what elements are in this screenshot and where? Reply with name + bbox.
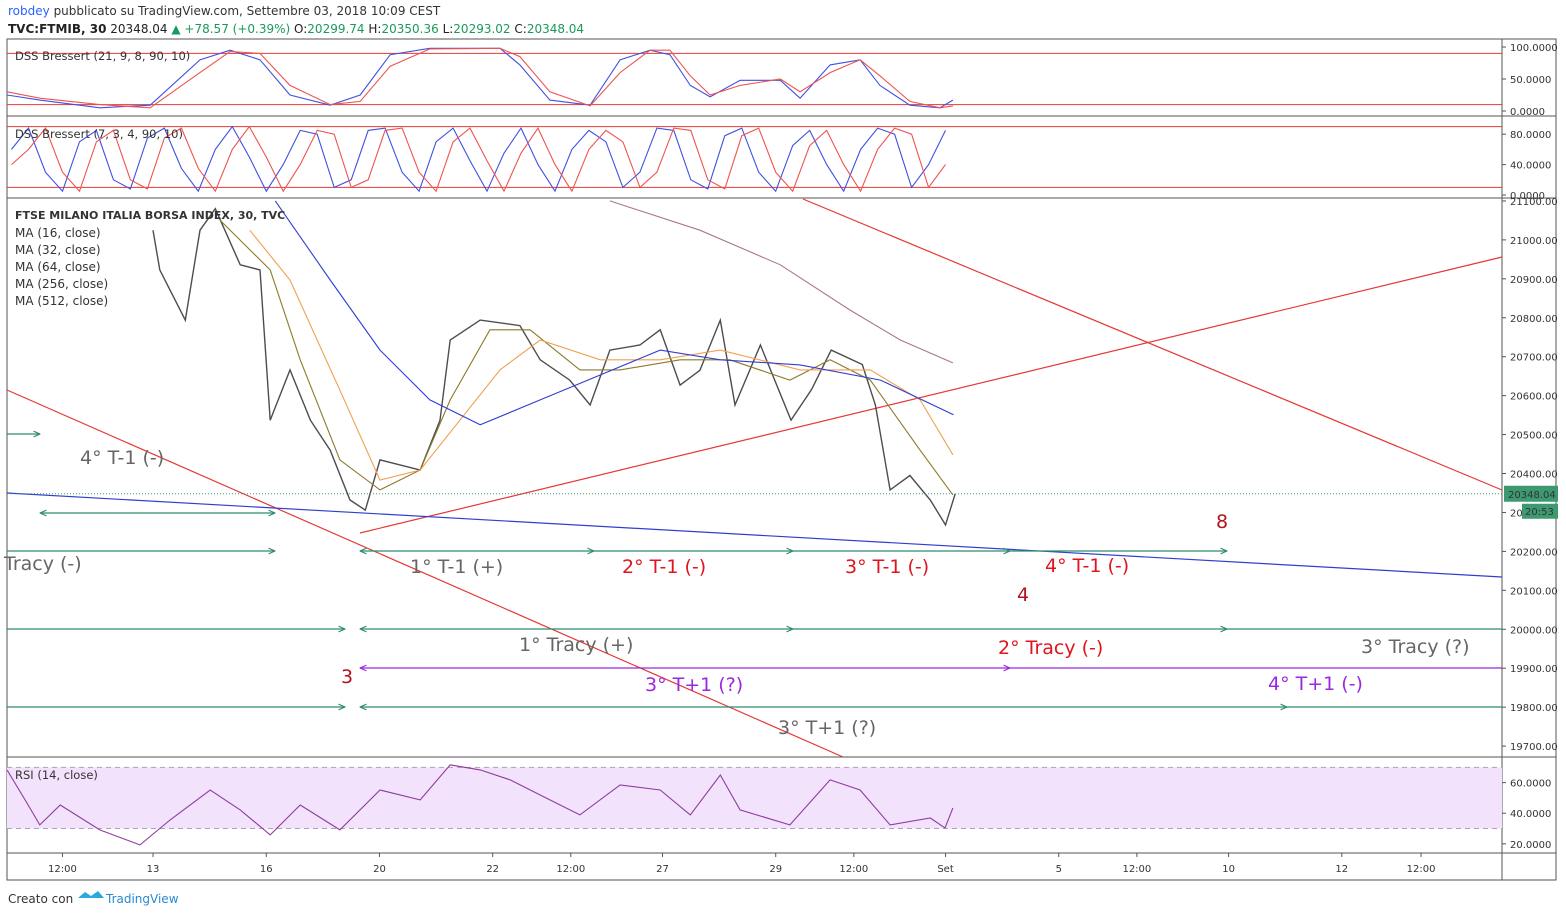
x-tick-label: 12:00	[1122, 864, 1151, 875]
published: pubblicato su TradingView.com, Settembre…	[54, 4, 441, 18]
series-line	[7, 764, 954, 846]
y-tick-label: 50.0000	[1510, 75, 1551, 86]
y-tick-label: 20100.00	[1510, 586, 1558, 597]
ohlc-label: H:	[368, 22, 381, 36]
x-tick-label: 22	[486, 864, 499, 875]
panel-title: DSS Bressert (21, 9, 8, 90, 10)	[15, 49, 190, 63]
y-tick-label: 20.0000	[1510, 840, 1551, 851]
y-tick-label: 0.0000	[1510, 191, 1545, 202]
x-tick-label: 29	[769, 864, 782, 875]
ohlc-value: 20350.36	[381, 22, 438, 36]
ohlc-value: 20293.02	[453, 22, 510, 36]
annotation: 4	[1017, 584, 1029, 606]
y-tick-label: 21100.00	[1510, 197, 1558, 208]
legend-entry: MA (16, close)	[15, 226, 101, 240]
annotation: 3° T-1 (-)	[845, 556, 929, 578]
y-tick-label: 40.0000	[1510, 161, 1551, 172]
ohlc-value: 20299.74	[307, 22, 364, 36]
legend-entry: MA (32, close)	[15, 243, 101, 257]
annotation: 1° Tracy (+)	[519, 634, 633, 656]
legend-entry: MA (64, close)	[15, 260, 101, 274]
symbol: TVC:FTMIB, 30	[8, 22, 106, 36]
annotation: 2° T-1 (-)	[622, 556, 706, 578]
series-line	[609, 200, 954, 364]
price-line	[152, 207, 956, 527]
series-line	[11, 125, 946, 193]
x-tick-label: Set	[937, 864, 954, 875]
panel-title: FTSE MILANO ITALIA BORSA INDEX, 30, TVC	[15, 209, 285, 222]
logo	[78, 891, 104, 898]
x-tick-label: 5	[1056, 864, 1062, 875]
footer-made: Creato con	[8, 892, 73, 906]
last: 20348.04	[110, 22, 167, 36]
y-tick-label: 21000.00	[1510, 236, 1558, 247]
annotation: 3° Tracy (?)	[1361, 636, 1470, 658]
series-line	[7, 47, 953, 109]
user-link[interactable]: robdey	[8, 4, 50, 18]
series-line	[11, 125, 946, 193]
drawings	[6, 198, 1503, 758]
change: ▲ +78.57 (+0.39%)	[171, 22, 290, 36]
series-line	[219, 219, 954, 496]
y-tick-label: 20500.00	[1510, 431, 1558, 442]
ohlc-value: 20348.04	[527, 22, 584, 36]
y-tick-label: 20600.00	[1510, 392, 1558, 403]
x-tick-label: 12:00	[48, 864, 77, 875]
y-tick-label: 19700.00	[1510, 742, 1558, 753]
symbol-line: TVC:FTMIB, 30 20348.04 ▲ +78.57 (+0.39%)…	[8, 22, 584, 36]
panel-title: RSI (14, close)	[15, 768, 98, 782]
y-tick-label: 80.0000	[1510, 130, 1551, 141]
footer-brand[interactable]: TradingView	[105, 892, 179, 906]
series-line	[7, 47, 954, 109]
countdown-tag	[1522, 503, 1558, 519]
y-tick-label: 20400.00	[1510, 470, 1558, 481]
last-price-label: 20348.04	[1508, 490, 1556, 501]
x-tick-label: 20	[373, 864, 386, 875]
annotation: 4° T-1 (-)	[1045, 555, 1129, 577]
y-tick-label: 20700.00	[1510, 353, 1558, 364]
y-tick-label: 100.0000	[1510, 43, 1558, 54]
series-line	[249, 229, 954, 481]
y-tick-label: 20200.00	[1510, 547, 1558, 558]
series-line	[274, 200, 954, 426]
annotation: Tracy (-)	[3, 553, 82, 575]
y-tick-label: 40.0000	[1510, 809, 1551, 820]
x-tick-label: 12	[1335, 864, 1348, 875]
x-tick-label: 16	[260, 864, 273, 875]
y-tick-label: 19900.00	[1510, 664, 1558, 675]
annotation: 3	[341, 666, 353, 688]
x-tick-label: 12:00	[556, 864, 585, 875]
x-tick-label: 12:00	[1407, 864, 1436, 875]
header-line: robdey pubblicato su TradingView.com, Se…	[8, 4, 441, 18]
legend-entry: MA (512, close)	[15, 294, 108, 308]
annotation: 8	[1216, 511, 1228, 533]
countdown: 20:53	[1525, 507, 1554, 518]
annotation: 1° T-1 (+)	[410, 556, 503, 578]
legend-entry: MA (256, close)	[15, 277, 108, 291]
last-price-tag	[1504, 485, 1558, 502]
y-tick-label: 19800.00	[1510, 703, 1558, 714]
annotation: 3° T+1 (?)	[778, 717, 876, 739]
annotation: 4° T-1 (-)	[80, 447, 164, 469]
ohlc-label: O:	[294, 22, 307, 36]
ohlc-label: L:	[443, 22, 454, 36]
y-tick-label: 20000.00	[1510, 625, 1558, 636]
x-tick-label: 12:00	[839, 864, 868, 875]
x-tick-label: 13	[147, 864, 160, 875]
annotation: 2° Tracy (-)	[998, 637, 1103, 659]
ohlc-label: C:	[514, 22, 526, 36]
x-tick-label: 27	[656, 864, 669, 875]
y-tick-label: 60.0000	[1510, 779, 1551, 790]
panel-frame	[6, 38, 1557, 881]
y-tick-label: 0.0000	[1510, 107, 1545, 118]
annotation: 3° T+1 (?)	[645, 674, 743, 696]
annotation: 4° T+1 (-)	[1268, 673, 1363, 695]
y-tick-label: 20900.00	[1510, 275, 1558, 286]
y-tick-label: 20800.00	[1510, 314, 1558, 325]
x-tick-label: 10	[1222, 864, 1235, 875]
level-band	[7, 767, 1502, 829]
panel-title: DSS Bressert (7, 3, 4, 90, 10)	[15, 127, 183, 141]
